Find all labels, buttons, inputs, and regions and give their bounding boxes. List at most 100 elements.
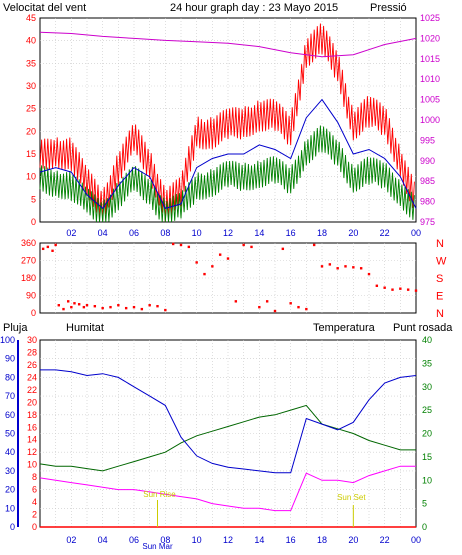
direction-point (375, 284, 379, 287)
humidity-tick-label: 60 (5, 410, 15, 420)
temperature-label: Temperatura (313, 322, 376, 334)
compass-label: N (436, 308, 444, 320)
sunrise-label: Sun Rise (143, 490, 176, 499)
pressure-tick-label: 1010 (420, 74, 440, 84)
average-series (39, 98, 417, 210)
wind-tick-label: 25 (26, 104, 36, 114)
x-tick-label: 18 (317, 228, 327, 238)
rain-tick-label: 12 (27, 447, 37, 457)
sun-mark-label: Sun Mar (142, 542, 173, 551)
compass-label: N (436, 238, 444, 250)
direction-point (250, 245, 253, 249)
direction-tick-label: 90 (26, 291, 36, 301)
rain-tick-label: 30 (27, 335, 37, 345)
dew-point-series (39, 465, 416, 512)
rain-tick-label: 18 (27, 410, 37, 420)
rain-tick-label: 20 (27, 397, 37, 407)
direction-point (93, 304, 97, 308)
chart-layer: 4540353025201510501025102010151010100510… (0, 13, 447, 551)
rain-tick-label: 28 (27, 347, 37, 357)
wind-tick-label: 20 (26, 126, 36, 136)
direction-point (312, 243, 316, 247)
x-tick-label: 08 (160, 228, 170, 238)
pressure-tick-label: 995 (420, 135, 435, 145)
pressure-tick-label: 1000 (420, 115, 440, 125)
wind-tick-label: 10 (26, 172, 36, 182)
humidity-tick-label: 10 (5, 503, 15, 513)
direction-tick-label: 0 (31, 308, 36, 318)
temperature-tick-label: 15 (422, 452, 432, 462)
direction-point (171, 242, 175, 246)
wind-speed-label: Velocitat del vent (3, 2, 86, 14)
wind-tick-label: 15 (26, 149, 36, 159)
x-tick-label: 20 (348, 535, 358, 545)
direction-point (203, 272, 206, 276)
x-tick-label: 08 (160, 535, 170, 545)
pressure-label: Pressió (370, 2, 407, 14)
pressure-tick-label: 1015 (420, 54, 440, 64)
direction-point (164, 308, 167, 312)
compass-label: W (436, 256, 447, 268)
direction-point (54, 243, 57, 247)
direction-tick-label: 270 (21, 256, 36, 266)
direction-point (124, 306, 128, 310)
direction-tick-label: 180 (21, 273, 36, 283)
humidity-tick-label: 70 (5, 391, 15, 401)
direction-point (41, 247, 45, 251)
direction-point (234, 300, 238, 303)
rain-tick-label: 14 (27, 435, 37, 445)
rain-tick-label: 0 (32, 522, 37, 532)
temperature-tick-label: 30 (422, 382, 432, 392)
direction-point (281, 247, 285, 251)
dew-point-label: Punt rosada (393, 322, 453, 334)
direction-point (265, 300, 269, 303)
wind-tick-label: 0 (31, 217, 36, 227)
direction-panel-frame (39, 242, 417, 314)
chart-title: 24 hour graph day : 23 Mayo 2015 (170, 2, 338, 14)
rain-label: Pluja (3, 322, 28, 334)
direction-point (82, 305, 86, 309)
direction-point (117, 304, 120, 307)
rain-tick-label: 22 (27, 385, 37, 395)
x-tick-label: 10 (192, 228, 202, 238)
temperature-series (39, 404, 416, 472)
direction-point (140, 307, 144, 311)
humidity-tick-label: 0 (10, 522, 15, 532)
rain-tick-label: 8 (32, 472, 37, 482)
pressure-tick-label: 975 (420, 217, 435, 227)
wind-tick-label: 45 (26, 13, 36, 23)
direction-point (414, 289, 418, 292)
pressure-tick-label: 985 (420, 176, 435, 186)
x-tick-label: 06 (129, 535, 139, 545)
direction-point (77, 303, 81, 306)
direction-point (297, 305, 300, 309)
compass-label: E (436, 291, 443, 303)
direction-point (46, 245, 50, 249)
humidity-series (40, 369, 417, 474)
direction-point (156, 304, 159, 308)
direction-point (132, 305, 136, 309)
wind-tick-label: 30 (26, 81, 36, 91)
sunset-label: Sun Set (337, 493, 366, 502)
x-tick-label: 10 (192, 535, 202, 545)
direction-point (57, 304, 60, 307)
rain-tick-label: 6 (32, 485, 37, 495)
compass-label: S (436, 273, 443, 285)
x-tick-label: 16 (286, 535, 296, 545)
direction-point (320, 265, 324, 268)
rain-tick-label: 2 (32, 510, 37, 520)
humidity-tick-label: 80 (5, 372, 15, 382)
direction-point (399, 287, 402, 290)
direction-point (226, 257, 230, 260)
direction-point (258, 305, 261, 309)
direction-point (62, 307, 65, 311)
rain-tick-label: 16 (27, 422, 37, 432)
x-tick-label: 00 (411, 535, 421, 545)
temperature-tick-label: 35 (422, 358, 432, 368)
direction-point (344, 265, 347, 268)
direction-point (109, 305, 112, 309)
x-tick-label: 18 (317, 535, 327, 545)
temperature-tick-label: 25 (422, 405, 432, 415)
direction-point (383, 286, 386, 289)
